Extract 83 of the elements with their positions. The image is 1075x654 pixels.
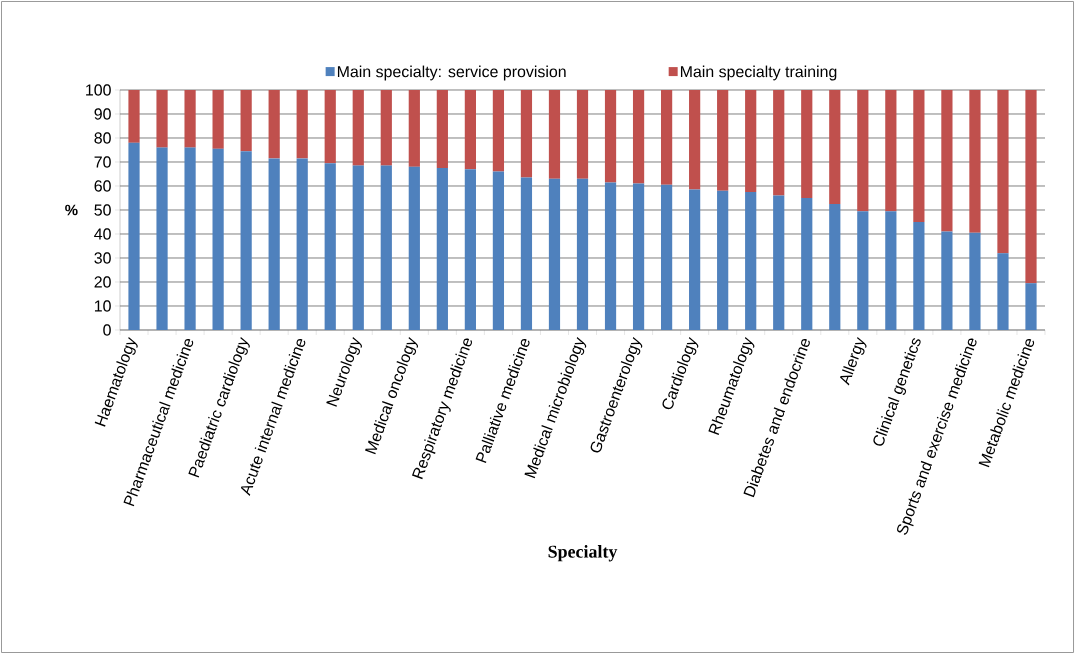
x-axis-title: Specialty — [548, 545, 618, 562]
bar — [660, 90, 673, 185]
bar — [184, 147, 196, 330]
bar — [660, 184, 673, 330]
bar — [548, 90, 561, 179]
bar — [745, 90, 757, 192]
bar — [380, 165, 392, 330]
bar — [689, 90, 701, 190]
bar — [464, 90, 476, 170]
bar — [913, 222, 925, 330]
y-tick-label: 80 — [94, 132, 111, 144]
legend-label: Main specialty: service provision — [337, 65, 566, 81]
y-tick-label: 60 — [94, 180, 111, 192]
bar — [969, 90, 981, 233]
bar — [240, 90, 252, 152]
bar — [352, 165, 364, 330]
bar — [632, 183, 645, 330]
y-tick-label: 100 — [86, 84, 111, 96]
bar — [689, 189, 701, 330]
y-tick-label: 30 — [94, 252, 111, 264]
y-tick-label: 40 — [94, 228, 111, 240]
bar — [268, 90, 280, 159]
bar — [492, 171, 505, 330]
bar — [268, 158, 280, 330]
bar — [604, 90, 617, 183]
bar — [885, 211, 897, 330]
bar — [885, 90, 897, 212]
bar — [745, 192, 757, 330]
bar — [212, 90, 224, 149]
bar — [156, 90, 168, 148]
y-tick-label: 10 — [94, 300, 111, 312]
bar — [212, 148, 224, 330]
y-tick-label: 70 — [94, 156, 111, 168]
bar — [324, 163, 336, 330]
x-tick-label: Allergy — [840, 336, 867, 386]
bar — [436, 168, 448, 330]
bar — [520, 90, 533, 178]
bar — [773, 90, 785, 196]
bar — [296, 158, 308, 330]
bar — [352, 90, 364, 166]
bar — [408, 90, 420, 167]
bar — [941, 90, 953, 232]
bar — [717, 190, 729, 330]
bar — [380, 90, 392, 166]
bar — [548, 178, 561, 330]
bar — [1025, 283, 1037, 330]
bar — [997, 253, 1009, 330]
bar — [941, 231, 953, 330]
bar — [773, 195, 785, 330]
y-tick-label: 0 — [103, 324, 111, 336]
bar — [492, 90, 505, 172]
bar — [520, 177, 533, 330]
bar — [324, 90, 336, 164]
bar — [408, 166, 420, 330]
bar — [128, 90, 140, 143]
bar — [436, 90, 448, 168]
bar — [801, 198, 813, 330]
legend-label: Main specialty training — [680, 65, 837, 81]
bar — [857, 90, 869, 212]
bar — [913, 90, 925, 222]
bar — [997, 90, 1009, 254]
bar — [969, 232, 981, 330]
bar — [156, 147, 168, 330]
bar — [296, 90, 308, 159]
bar — [801, 90, 813, 198]
bar — [717, 90, 729, 191]
bar — [464, 169, 476, 330]
bar — [1025, 90, 1037, 284]
bar — [857, 211, 869, 330]
bar — [829, 204, 841, 330]
y-tick-label: 20 — [94, 276, 111, 288]
bar — [128, 142, 140, 330]
x-tick-label: Clinical genetics — [873, 338, 921, 446]
bar — [576, 90, 589, 179]
bar — [829, 90, 841, 204]
bar — [632, 90, 645, 184]
y-axis-title: % — [65, 204, 78, 216]
y-tick-label: 90 — [94, 108, 111, 120]
y-tick-label: 50 — [94, 204, 111, 216]
bar — [240, 151, 252, 330]
bar — [604, 182, 617, 330]
bar — [184, 90, 196, 148]
bar — [576, 178, 589, 330]
